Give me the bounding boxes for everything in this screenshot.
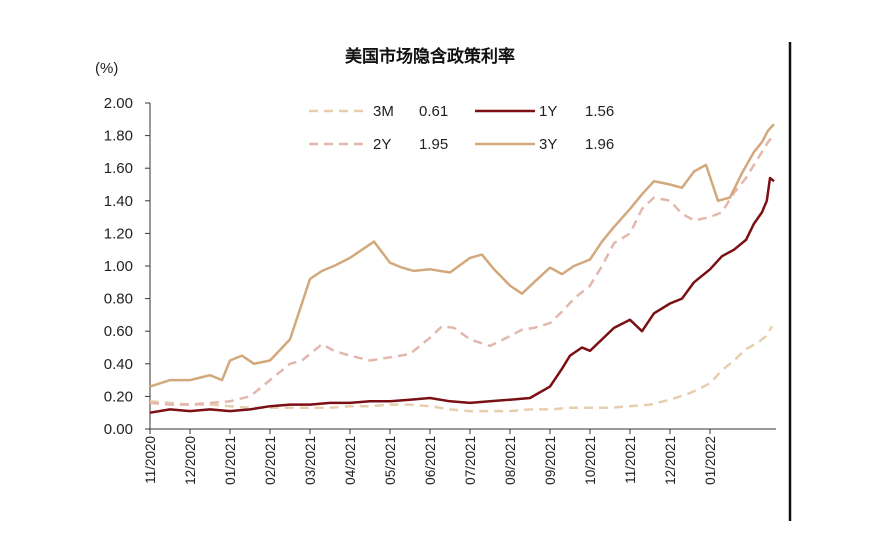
x-tick-label: 05/2021 (383, 436, 398, 485)
series-line-1y (149, 176, 775, 414)
series-layer (149, 123, 775, 414)
x-tick-label: 12/2020 (183, 436, 198, 485)
x-tick-label: 12/2021 (663, 436, 678, 485)
legend-value-3m: 0.61 (419, 103, 448, 120)
legend-label-2y: 2Y (373, 136, 391, 153)
legend-label-1y: 1Y (539, 103, 557, 120)
y-tick-label: 0.80 (104, 291, 133, 308)
x-tick-label: 01/2021 (223, 436, 238, 485)
x-tick-label: 08/2021 (503, 436, 518, 485)
x-tick-labels: 11/2020 12/2020 01/2021 02/2021 03/2021 04/20… (143, 429, 718, 485)
x-tick-label: 11/2021 (623, 436, 638, 484)
legend-value-3y: 1.96 (585, 136, 614, 153)
x-tick-label: 02/2021 (263, 436, 278, 485)
y-tick-label: 1.40 (104, 193, 133, 210)
y-tick-label: 1.60 (104, 160, 133, 177)
y-tick-label: 1.00 (104, 258, 133, 275)
y-tick-labels: 0.00 0.20 0.40 0.60 0.80 1.00 1.20 1.40 1.60 1.80… (104, 95, 150, 438)
legend: 3M 0.61 1Y 1.56 2Y 1.95 3Y 1.96 (309, 103, 614, 153)
x-tick-label: 10/2021 (583, 436, 598, 485)
y-tick-label: 0.40 (104, 356, 133, 373)
chart-title: 美国市场隐含政策利率 (345, 46, 515, 67)
x-tick-label: 03/2021 (303, 436, 318, 485)
y-tick-label: 0.60 (104, 323, 133, 340)
y-tick-label: 2.00 (104, 95, 133, 112)
x-tick-label: 11/2020 (143, 436, 158, 484)
x-tick-label: 04/2021 (343, 436, 358, 485)
y-tick-label: 1.80 (104, 128, 133, 145)
x-tick-label: 09/2021 (543, 436, 558, 485)
y-tick-label: 0.20 (104, 388, 133, 405)
x-tick-label: 01/2022 (703, 436, 718, 485)
axes (149, 103, 776, 430)
legend-value-2y: 1.95 (419, 136, 448, 153)
legend-label-3y: 3Y (539, 136, 557, 153)
y-tick-label: 0.00 (104, 421, 133, 438)
legend-value-1y: 1.56 (585, 103, 614, 120)
x-tick-label: 06/2021 (423, 436, 438, 485)
legend-label-3m: 3M (373, 103, 394, 120)
y-axis-unit-label: (%) (95, 60, 118, 77)
series-line-2y (149, 136, 773, 406)
x-tick-label: 07/2021 (463, 436, 478, 485)
series-line-3y (149, 123, 775, 388)
y-tick-label: 1.20 (104, 225, 133, 242)
